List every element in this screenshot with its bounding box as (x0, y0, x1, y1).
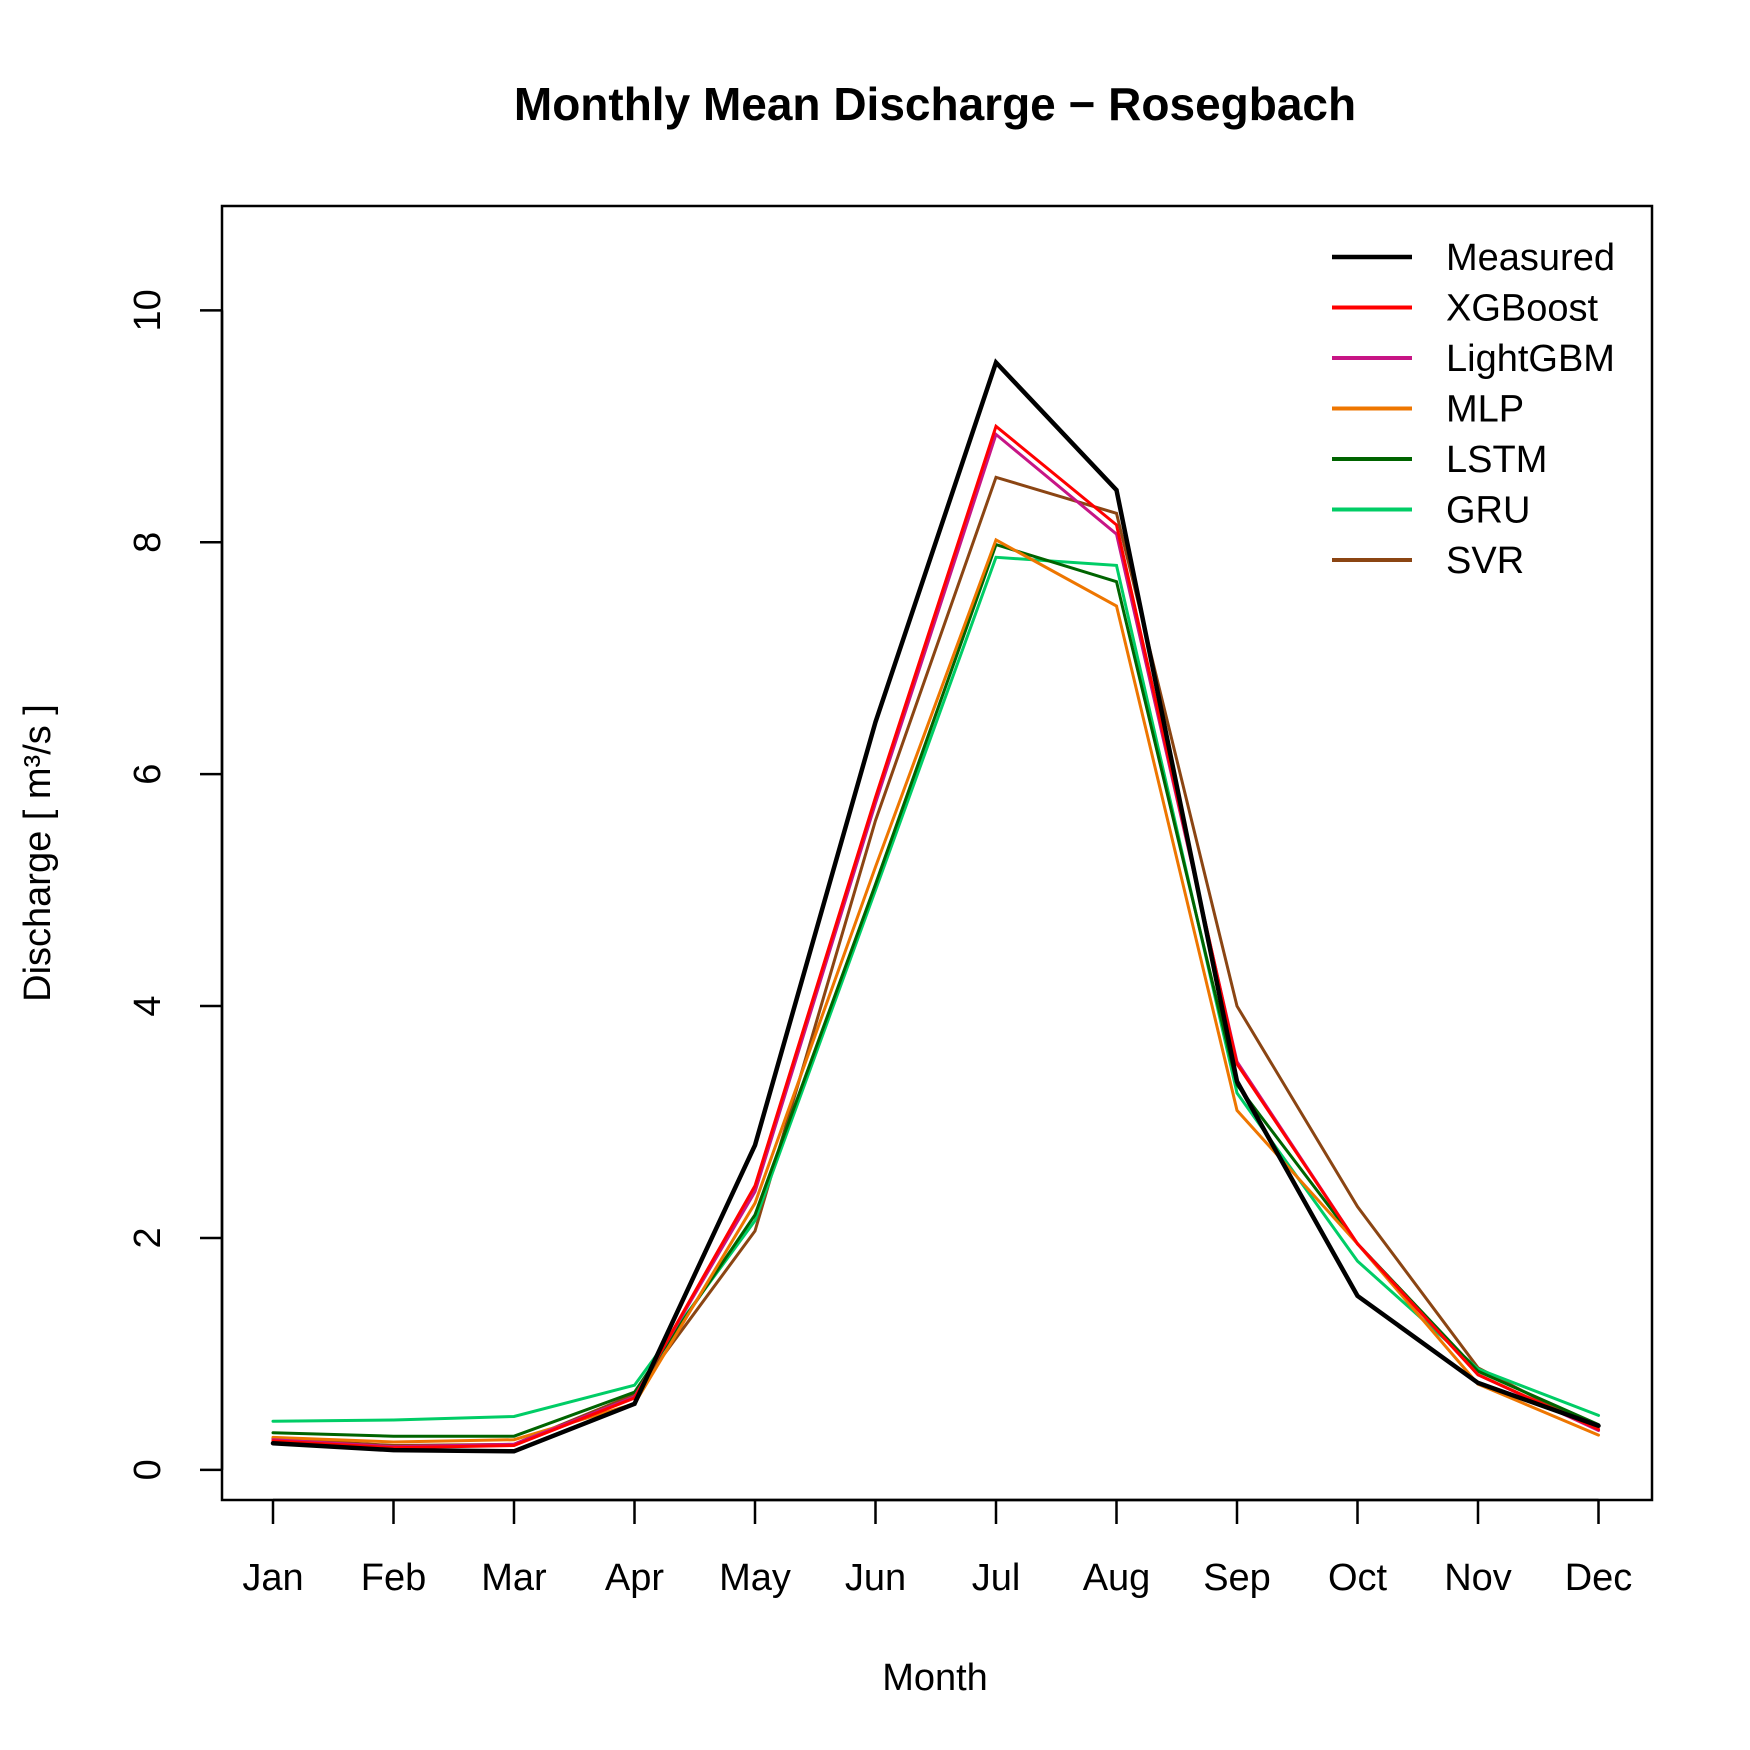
legend-item-svr: SVR (1332, 540, 1524, 582)
series-line-gru (271, 555, 1600, 1423)
legend-label: Measured (1446, 237, 1615, 279)
series-line-measured (270, 358, 1601, 1454)
series-layer (270, 358, 1601, 1454)
legend-item-xgboost: XGBoost (1332, 288, 1599, 330)
x-tick-label: Oct (1328, 1557, 1388, 1599)
legend-item-mlp: MLP (1332, 389, 1524, 431)
legend-label: SVR (1446, 540, 1524, 582)
y-axis-label: Discharge [ m³/s ] (17, 704, 59, 1002)
x-tick-label: Dec (1565, 1557, 1633, 1599)
x-tick-label: Aug (1083, 1557, 1151, 1599)
y-tick-label: 0 (127, 1459, 169, 1480)
x-axis-label: Month (882, 1657, 988, 1699)
legend-label: GRU (1446, 490, 1530, 532)
x-tick-label: May (719, 1557, 791, 1599)
chart-title: Monthly Mean Discharge − Rosegbach (514, 78, 1356, 130)
legend-item-gru: GRU (1332, 490, 1530, 532)
y-tick-label: 2 (127, 1227, 169, 1248)
x-tick-label: Jun (845, 1557, 906, 1599)
legend-item-lightgbm: LightGBM (1332, 338, 1615, 380)
y-axis: 0 2 4 6 8 10 (127, 289, 224, 1480)
y-tick-label: 8 (127, 532, 169, 553)
series-line-lstm (271, 542, 1600, 1438)
legend: Measured XGBoost LightGBM MLP LSTM GRU SVR (1332, 237, 1615, 582)
legend-label: LightGBM (1446, 338, 1615, 380)
legend-item-measured: Measured (1332, 237, 1615, 279)
x-tick-label: Nov (1444, 1557, 1512, 1599)
y-tick-label: 10 (127, 289, 169, 331)
series-line-xgboost (271, 423, 1600, 1450)
legend-label: LSTM (1446, 439, 1547, 481)
y-tick-label: 4 (127, 995, 169, 1016)
legend-label: MLP (1446, 389, 1524, 431)
x-tick-label: Jul (972, 1557, 1021, 1599)
series-line-mlp (271, 537, 1600, 1444)
x-tick-label: Sep (1203, 1557, 1271, 1599)
x-tick-label: Mar (481, 1557, 547, 1599)
plot-frame (220, 204, 1654, 1502)
x-tick-label: Apr (605, 1557, 664, 1599)
x-tick-label: Jan (242, 1557, 303, 1599)
y-tick-label: 6 (127, 764, 169, 785)
x-tick-label: Feb (361, 1557, 426, 1599)
legend-item-lstm: LSTM (1332, 439, 1547, 481)
x-axis: Jan Feb Mar Apr May Jun Jul Aug Sep Oct Nov Dec (242, 1498, 1633, 1599)
legend-label: XGBoost (1446, 288, 1599, 330)
